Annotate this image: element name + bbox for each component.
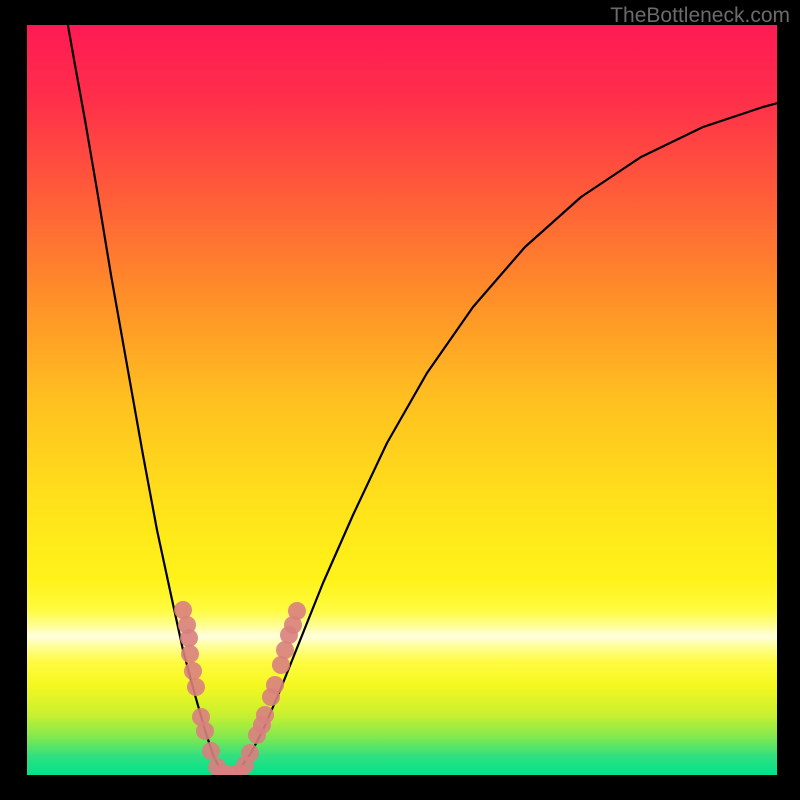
plot-area	[27, 25, 777, 775]
data-marker-group	[174, 601, 306, 775]
data-marker	[241, 744, 259, 762]
data-marker	[184, 662, 202, 680]
data-marker	[196, 722, 214, 740]
watermark-text: TheBottleneck.com	[610, 4, 790, 28]
bottleneck-curve	[67, 25, 777, 774]
plot-svg	[27, 25, 777, 775]
data-marker	[288, 602, 306, 620]
data-marker	[181, 645, 199, 663]
data-marker	[256, 706, 274, 724]
data-marker	[266, 676, 284, 694]
data-marker	[202, 742, 220, 760]
data-marker	[187, 678, 205, 696]
data-marker	[180, 629, 198, 647]
chart-frame: TheBottleneck.com	[0, 0, 800, 800]
